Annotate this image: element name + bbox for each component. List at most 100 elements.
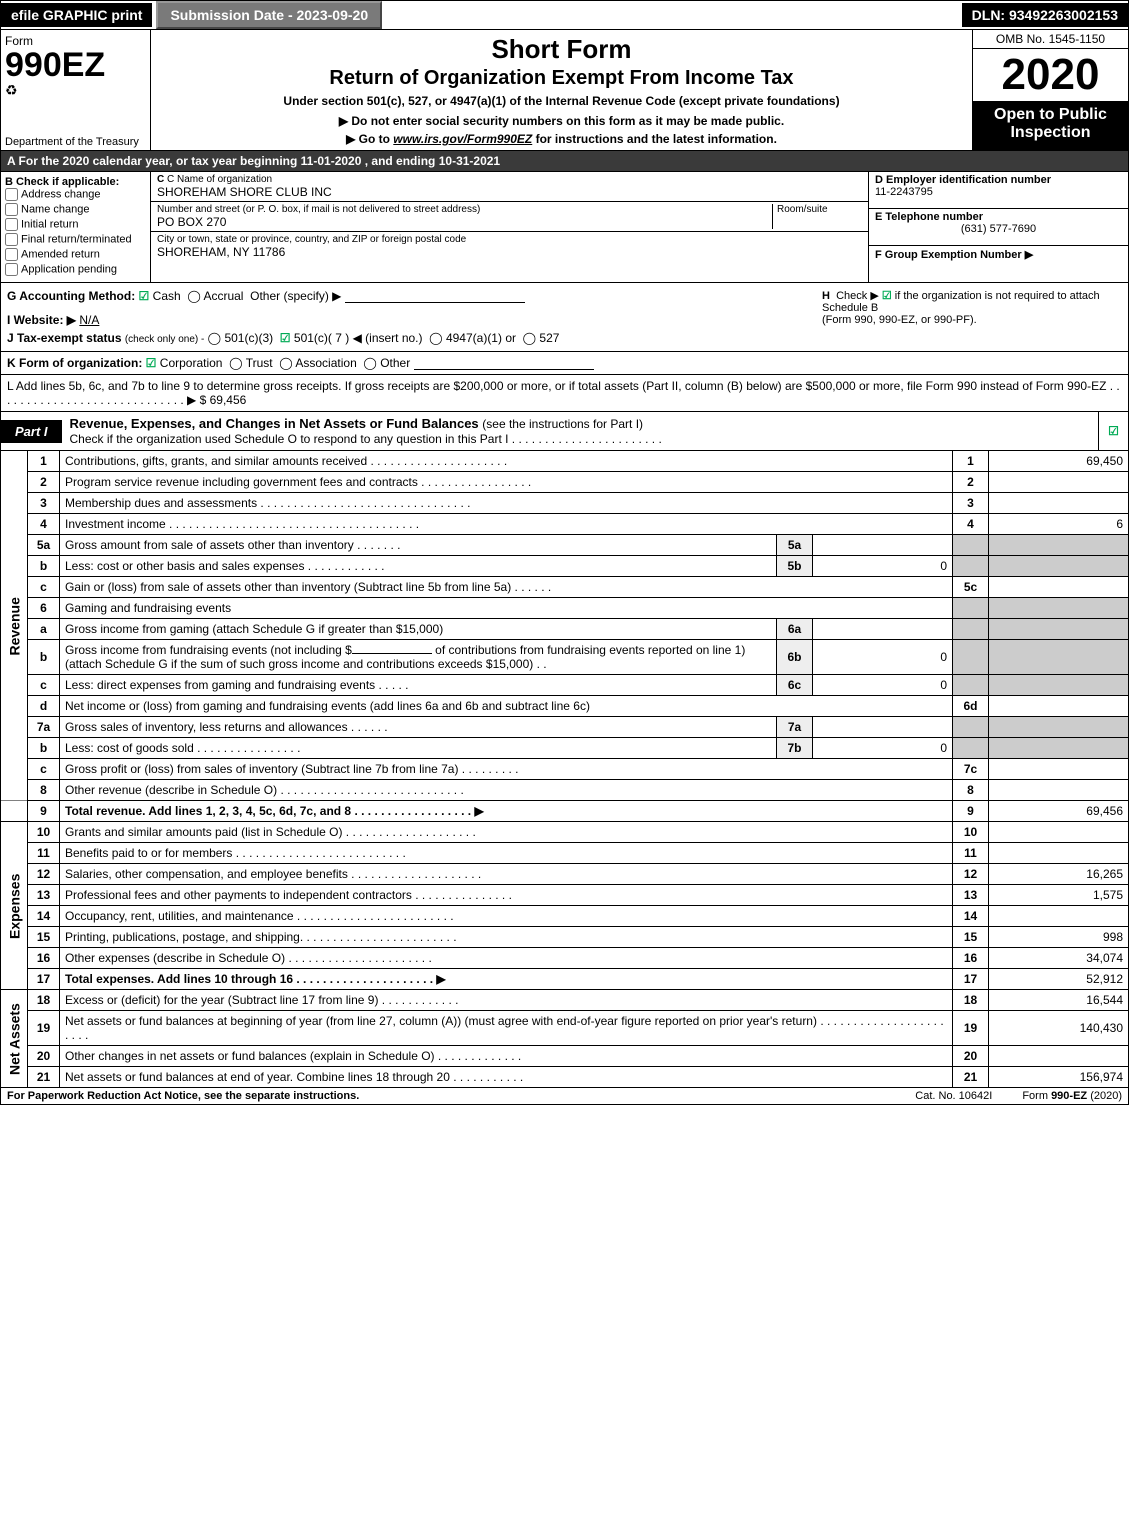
line-21-desc: Net assets or fund balances at end of ye… xyxy=(60,1067,953,1088)
line-2-ref: 2 xyxy=(953,472,989,493)
omb-number: OMB No. 1545-1150 xyxy=(973,30,1128,49)
lines-table: Revenue 1 Contributions, gifts, grants, … xyxy=(0,451,1129,1088)
public-notice: ▶ Do not enter social security numbers o… xyxy=(159,114,964,128)
line-6a-subval xyxy=(813,619,953,640)
line-13-no: 13 xyxy=(28,885,60,906)
expenses-side-label: Expenses xyxy=(1,822,28,990)
shaded-cell xyxy=(989,640,1129,675)
line-3-ref: 3 xyxy=(953,493,989,514)
line-10-no: 10 xyxy=(28,822,60,843)
line-5a-desc: Gross amount from sale of assets other t… xyxy=(60,535,777,556)
line-16-desc: Other expenses (describe in Schedule O) … xyxy=(60,948,953,969)
shaded-cell xyxy=(989,738,1129,759)
line-5c-desc: Gain or (loss) from sale of assets other… xyxy=(60,577,953,598)
section-bcd: B Check if applicable: Address change Na… xyxy=(0,172,1129,283)
line-5b-subval: 0 xyxy=(813,556,953,577)
line-4-desc: Investment income . . . . . . . . . . . … xyxy=(60,514,953,535)
line-1-ref: 1 xyxy=(953,451,989,472)
chk-initial-return[interactable]: Initial return xyxy=(5,218,146,231)
line-20-ref: 20 xyxy=(953,1046,989,1067)
line-12-ref: 12 xyxy=(953,864,989,885)
revenue-side-label: Revenue xyxy=(1,451,28,801)
line-13-desc: Professional fees and other payments to … xyxy=(60,885,953,906)
line-16-amt: 34,074 xyxy=(989,948,1129,969)
submission-date-button[interactable]: Submission Date - 2023-09-20 xyxy=(156,1,382,29)
line-17-desc: Total expenses. Add lines 10 through 16 … xyxy=(60,969,953,990)
sub-title: Under section 501(c), 527, or 4947(a)(1)… xyxy=(159,94,964,108)
line-20-amt xyxy=(989,1046,1129,1067)
line-7c-amt xyxy=(989,759,1129,780)
line-6d-amt xyxy=(989,696,1129,717)
line-9-amt: 69,456 xyxy=(989,801,1129,822)
box-def: D Employer identification number 11-2243… xyxy=(868,172,1128,282)
line-9-no: 9 xyxy=(28,801,60,822)
line-12-no: 12 xyxy=(28,864,60,885)
line-4-amt: 6 xyxy=(989,514,1129,535)
chk-amended-return[interactable]: Amended return xyxy=(5,248,146,261)
line-6a-no: a xyxy=(28,619,60,640)
line-6-desc: Gaming and fundraising events xyxy=(60,598,953,619)
form-header: Form 990EZ ♻ Department of the Treasury … xyxy=(0,30,1129,151)
addr-value: PO BOX 270 xyxy=(157,215,772,229)
line-5c-ref: 5c xyxy=(953,577,989,598)
line-17-no: 17 xyxy=(28,969,60,990)
line-5a-subval xyxy=(813,535,953,556)
line-7b-desc: Less: cost of goods sold . . . . . . . .… xyxy=(60,738,777,759)
line-12-desc: Salaries, other compensation, and employ… xyxy=(60,864,953,885)
line-21-amt: 156,974 xyxy=(989,1067,1129,1088)
line-18-no: 18 xyxy=(28,990,60,1011)
line-1-desc: Contributions, gifts, grants, and simila… xyxy=(60,451,953,472)
line-10-desc: Grants and similar amounts paid (list in… xyxy=(60,822,953,843)
ein-label: D Employer identification number xyxy=(875,174,1051,186)
line-18-desc: Excess or (deficit) for the year (Subtra… xyxy=(60,990,953,1011)
other-specify-input[interactable] xyxy=(345,289,525,303)
org-name-label: C C Name of organization xyxy=(157,174,862,185)
line-13-ref: 13 xyxy=(953,885,989,906)
part-i-schedule-o-check[interactable]: ☑ xyxy=(1098,412,1128,450)
chk-name-change[interactable]: Name change xyxy=(5,203,146,216)
line-6a-desc: Gross income from gaming (attach Schedul… xyxy=(60,619,777,640)
line-6d-desc: Net income or (loss) from gaming and fun… xyxy=(60,696,953,717)
efile-print-label[interactable]: efile GRAPHIC print xyxy=(1,3,152,27)
line-7b-no: b xyxy=(28,738,60,759)
line-9-ref: 9 xyxy=(953,801,989,822)
line-7b-subno: 7b xyxy=(777,738,813,759)
line-21-no: 21 xyxy=(28,1067,60,1088)
line-10-amt xyxy=(989,822,1129,843)
chk-address-change[interactable]: Address change xyxy=(5,188,146,201)
shaded-cell xyxy=(953,738,989,759)
line-6d-ref: 6d xyxy=(953,696,989,717)
other-org-input[interactable] xyxy=(414,356,594,370)
line-2-desc: Program service revenue including govern… xyxy=(60,472,953,493)
line-7a-subval xyxy=(813,717,953,738)
shaded-cell xyxy=(989,598,1129,619)
chk-final-return[interactable]: Final return/terminated xyxy=(5,233,146,246)
line-6b-no: b xyxy=(28,640,60,675)
line-6b-subval: 0 xyxy=(813,640,953,675)
open-to-public-label: Open to PublicInspection xyxy=(973,102,1128,150)
shaded-cell xyxy=(989,556,1129,577)
period-band: A For the 2020 calendar year, or tax yea… xyxy=(0,151,1129,172)
line-19-ref: 19 xyxy=(953,1011,989,1046)
line-11-amt xyxy=(989,843,1129,864)
line-6c-no: c xyxy=(28,675,60,696)
department-label: Department of the Treasury xyxy=(5,136,139,148)
line-16-ref: 16 xyxy=(953,948,989,969)
line-6c-desc: Less: direct expenses from gaming and fu… xyxy=(60,675,777,696)
chk-application-pending[interactable]: Application pending xyxy=(5,263,146,276)
line-8-desc: Other revenue (describe in Schedule O) .… xyxy=(60,780,953,801)
line-20-desc: Other changes in net assets or fund bala… xyxy=(60,1046,953,1067)
line-11-no: 11 xyxy=(28,843,60,864)
irs-link[interactable]: www.irs.gov/Form990EZ xyxy=(393,132,532,146)
line-8-amt xyxy=(989,780,1129,801)
line-5b-no: b xyxy=(28,556,60,577)
shaded-cell xyxy=(953,717,989,738)
line-7c-desc: Gross profit or (loss) from sales of inv… xyxy=(60,759,953,780)
recycle-icon: ♻ xyxy=(5,82,146,99)
form-footer-ref: Form 990-EZ (2020) xyxy=(1022,1090,1122,1102)
line-k: K Form of organization: ☑ Corporation ◯ … xyxy=(0,352,1129,375)
website-value: N/A xyxy=(79,313,379,327)
cash-check-icon: ☑ xyxy=(139,289,150,303)
line-5b-desc: Less: cost or other basis and sales expe… xyxy=(60,556,777,577)
line-6b-subno: 6b xyxy=(777,640,813,675)
